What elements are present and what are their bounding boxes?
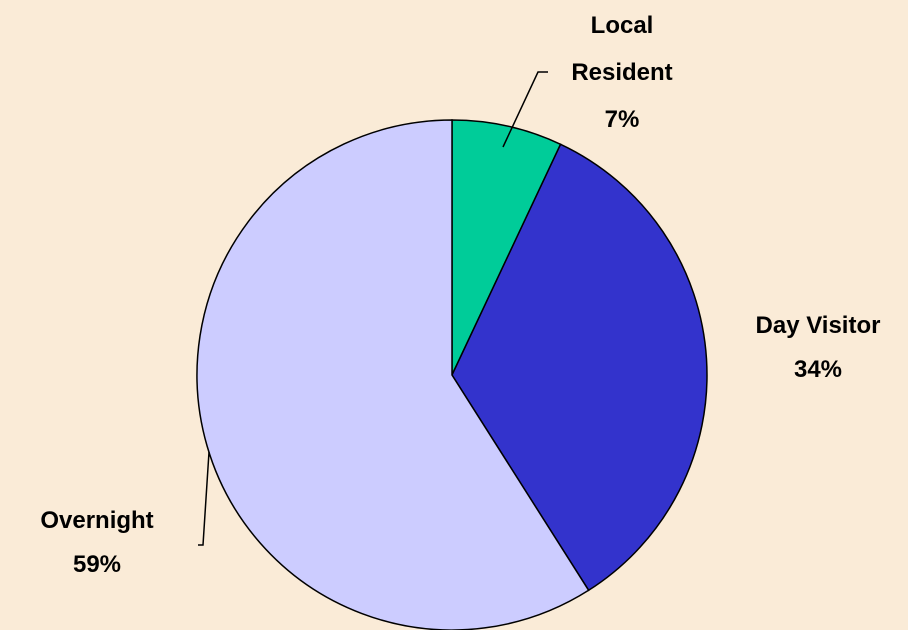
slice-label: Day Visitor 34% bbox=[718, 302, 908, 391]
slice-label: Local Resident 7% bbox=[557, 2, 687, 143]
category-label: Local Resident bbox=[571, 12, 673, 86]
slice-label: Overnight 59% bbox=[0, 497, 197, 586]
category-label: Overnight bbox=[40, 507, 154, 534]
pie-slice bbox=[451, 143, 708, 592]
category-label: Day Visitor bbox=[755, 312, 881, 339]
value-label: 59% bbox=[72, 551, 122, 578]
leader-line bbox=[198, 451, 210, 546]
value-label: 34% bbox=[793, 356, 843, 383]
pie-slice bbox=[451, 119, 562, 376]
value-label: 7% bbox=[604, 106, 640, 133]
leader-line bbox=[502, 71, 548, 148]
